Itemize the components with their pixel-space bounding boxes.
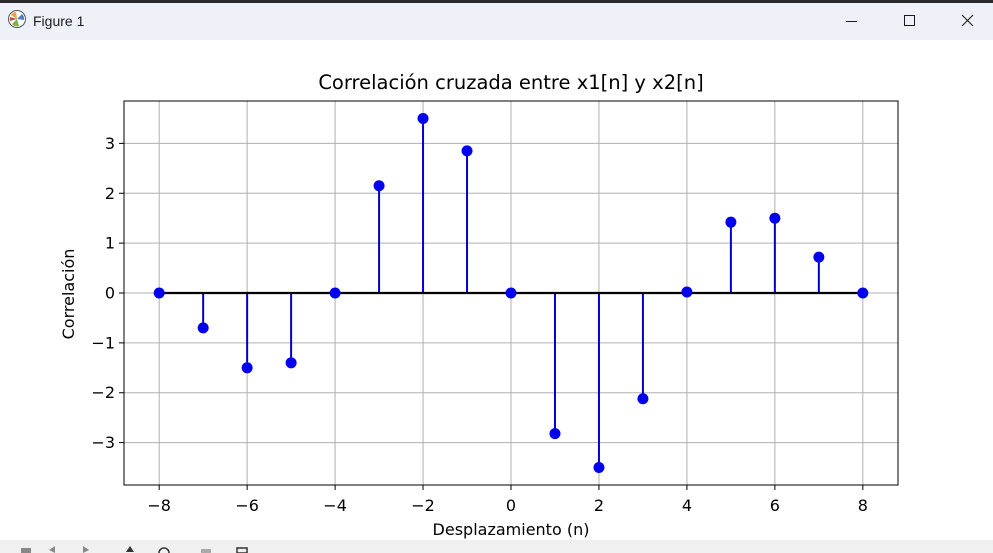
stem-marker <box>681 286 693 298</box>
title-bar[interactable]: Figure 1 <box>0 3 993 40</box>
stem-marker <box>593 462 605 474</box>
stem-markers <box>153 112 869 474</box>
maximize-icon <box>904 15 915 26</box>
stem-marker <box>769 212 781 224</box>
x-tick-label: 0 <box>506 496 516 515</box>
minimize-icon <box>846 21 857 22</box>
stem-marker <box>637 393 649 405</box>
stem-marker <box>857 287 869 299</box>
maximize-button[interactable] <box>880 3 938 40</box>
stem-marker <box>725 216 737 228</box>
pan-icon[interactable] <box>124 546 136 553</box>
window-title: Figure 1 <box>33 13 85 29</box>
x-tick-label: −2 <box>411 496 435 515</box>
y-tick-label: 3 <box>105 134 115 153</box>
minimize-button[interactable] <box>822 3 880 40</box>
stem-marker <box>153 287 165 299</box>
stem-marker <box>461 145 473 157</box>
x-tick-label: 2 <box>594 496 604 515</box>
window-top-edge <box>0 0 993 3</box>
x-tick-label: −8 <box>147 496 171 515</box>
x-tick-label: 8 <box>858 496 868 515</box>
y-tick-label: −2 <box>91 383 115 402</box>
x-tick-label: −6 <box>235 496 259 515</box>
forward-arrow-icon[interactable] <box>78 546 90 553</box>
back-arrow-icon[interactable] <box>48 546 60 553</box>
chart-title: Correlación cruzada entre x1[n] y x2[n] <box>318 71 703 94</box>
y-tick-label: 1 <box>105 234 115 253</box>
stem-marker <box>549 428 561 440</box>
stem-marker <box>373 180 385 192</box>
stem-marker <box>813 251 825 263</box>
close-icon <box>961 14 974 27</box>
save-icon[interactable] <box>236 546 248 553</box>
home-icon[interactable] <box>20 546 32 553</box>
figure-canvas[interactable]: −8 −6 −4 −2 0 2 4 6 8 −3 −2 −1 0 1 2 3 Correlación cru… <box>0 40 993 540</box>
x-tick-labels: −8 −6 −4 −2 0 2 4 6 8 <box>147 496 868 515</box>
close-button[interactable] <box>938 3 993 40</box>
configure-subplots-icon[interactable] <box>200 546 212 553</box>
stem-marker <box>285 357 297 369</box>
x-axis-label: Desplazamiento (n) <box>433 520 590 539</box>
zoom-icon[interactable] <box>158 546 170 553</box>
x-tick-label: −4 <box>323 496 347 515</box>
y-tick-label: 0 <box>105 284 115 303</box>
stem-marker <box>241 362 253 374</box>
matplotlib-app-icon <box>8 10 26 28</box>
axis-ticks <box>119 142 864 490</box>
y-tick-labels: −3 −2 −1 0 1 2 3 <box>91 134 115 452</box>
y-tick-label: −3 <box>91 433 115 452</box>
stem-plot: −8 −6 −4 −2 0 2 4 6 8 −3 −2 −1 0 1 2 3 Correlación cru… <box>59 71 899 539</box>
x-tick-label: 4 <box>682 496 692 515</box>
y-tick-label: −1 <box>91 333 115 352</box>
x-tick-label: 6 <box>770 496 780 515</box>
stem-marker <box>329 287 341 299</box>
stem-marker <box>197 322 209 334</box>
navigation-toolbar <box>0 540 993 553</box>
y-axis-label: Correlación <box>59 249 78 340</box>
y-tick-label: 2 <box>105 184 115 203</box>
stem-lines <box>202 118 820 468</box>
stem-marker <box>505 287 517 299</box>
stem-marker <box>417 112 429 124</box>
